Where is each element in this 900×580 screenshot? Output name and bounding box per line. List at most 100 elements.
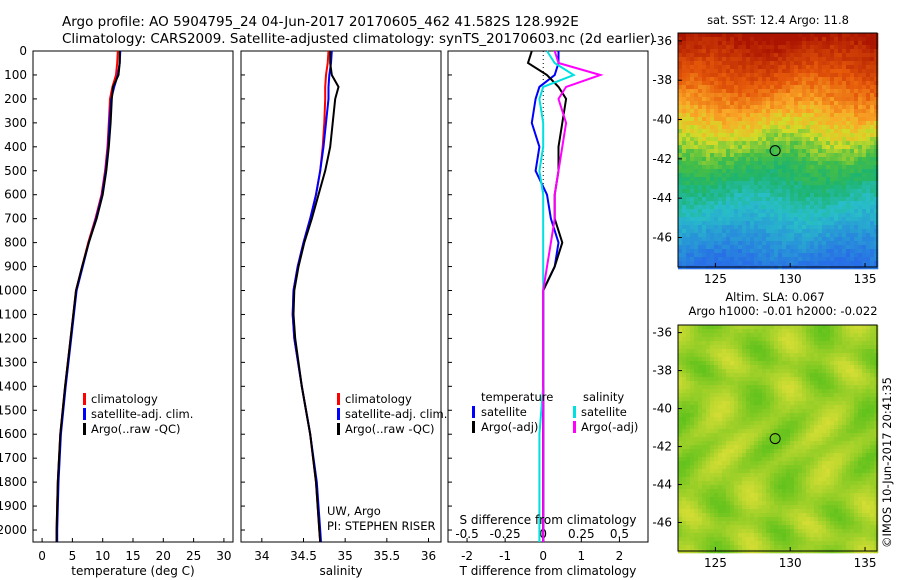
map-cell: [686, 113, 691, 118]
map-cell: [786, 77, 791, 82]
map-cell: [766, 41, 771, 46]
legend-label-climatology: climatology: [345, 392, 412, 406]
map-cell: [782, 165, 787, 170]
map-cell: [758, 157, 763, 162]
map-cell: [858, 361, 863, 366]
map-cell: [698, 45, 703, 50]
map-cell: [798, 149, 803, 154]
map-cell: [778, 257, 783, 262]
map-cell: [714, 405, 719, 410]
map-cell: [722, 261, 727, 266]
map-cell: [862, 161, 867, 166]
map-cell: [802, 89, 807, 94]
map-cell: [802, 405, 807, 410]
map-cell: [758, 37, 763, 42]
map-cell: [782, 149, 787, 154]
map-cell: [774, 197, 779, 202]
map-cell: [766, 445, 771, 450]
map-cell: [694, 33, 699, 38]
map-cell: [870, 193, 875, 198]
map-cell: [810, 201, 815, 206]
map-cell: [746, 393, 751, 398]
map-cell: [730, 65, 735, 70]
map-cell: [710, 385, 715, 390]
map-cell: [746, 389, 751, 394]
map-cell: [698, 213, 703, 218]
map-cell: [714, 365, 719, 370]
map-cell: [814, 417, 819, 422]
map-cell: [842, 421, 847, 426]
map-cell: [842, 385, 847, 390]
map-cell: [802, 65, 807, 70]
map-cell: [802, 73, 807, 78]
map-cell: [730, 229, 735, 234]
legend-label-climatology: climatology: [91, 392, 158, 406]
map-cell: [858, 201, 863, 206]
map-cell: [782, 89, 787, 94]
map-cell: [702, 377, 707, 382]
map-cell: [678, 69, 683, 74]
map-cell: [690, 413, 695, 418]
map-cell: [734, 401, 739, 406]
map-cell: [754, 113, 759, 118]
map-cell: [678, 469, 683, 474]
map-cell: [722, 369, 727, 374]
map-cell: [690, 377, 695, 382]
map-cell: [814, 177, 819, 182]
map-cell: [706, 457, 711, 462]
map-cell: [714, 241, 719, 246]
map-cell: [766, 157, 771, 162]
map-cell: [706, 377, 711, 382]
map-cell: [714, 37, 719, 42]
map-cell: [830, 37, 835, 42]
map-cell: [782, 53, 787, 58]
map-cell: [838, 33, 843, 38]
map-cell: [686, 189, 691, 194]
map-cell: [834, 81, 839, 86]
map-cell: [778, 381, 783, 386]
map-cell: [854, 49, 859, 54]
map-cell: [762, 221, 767, 226]
map-cell: [754, 341, 759, 346]
map-cell: [754, 41, 759, 46]
map-cell: [746, 441, 751, 446]
map-cell: [790, 45, 795, 50]
map-cell: [834, 341, 839, 346]
map-cell: [702, 69, 707, 74]
map-cell: [774, 417, 779, 422]
map-cell: [682, 117, 687, 122]
map-cell: [846, 53, 851, 58]
map-cell: [770, 381, 775, 386]
map-cell: [686, 101, 691, 106]
map-cell: [698, 77, 703, 82]
map-cell: [766, 161, 771, 166]
map-cell: [726, 193, 731, 198]
map-cell: [842, 65, 847, 70]
map-cell: [694, 137, 699, 142]
map-cell: [778, 333, 783, 338]
map-cell: [734, 141, 739, 146]
map-cell: [870, 333, 875, 338]
map-cell: [818, 209, 823, 214]
map-cell: [850, 437, 855, 442]
map-cell: [774, 389, 779, 394]
map-cell: [770, 417, 775, 422]
map-cell: [702, 441, 707, 446]
map-cell: [726, 49, 731, 54]
map-cell: [818, 133, 823, 138]
map-cell: [754, 101, 759, 106]
map-cell: [714, 345, 719, 350]
map-cell: [678, 233, 683, 238]
map-cell: [802, 341, 807, 346]
map-cell: [690, 425, 695, 430]
map-cell: [678, 153, 683, 158]
map-cell: [714, 161, 719, 166]
map-cell: [862, 397, 867, 402]
map-cell: [730, 49, 735, 54]
map-cell: [806, 385, 811, 390]
map-cell: [698, 193, 703, 198]
map-cell: [750, 209, 755, 214]
map-cell: [754, 57, 759, 62]
map-cell: [818, 189, 823, 194]
map-cell: [742, 405, 747, 410]
